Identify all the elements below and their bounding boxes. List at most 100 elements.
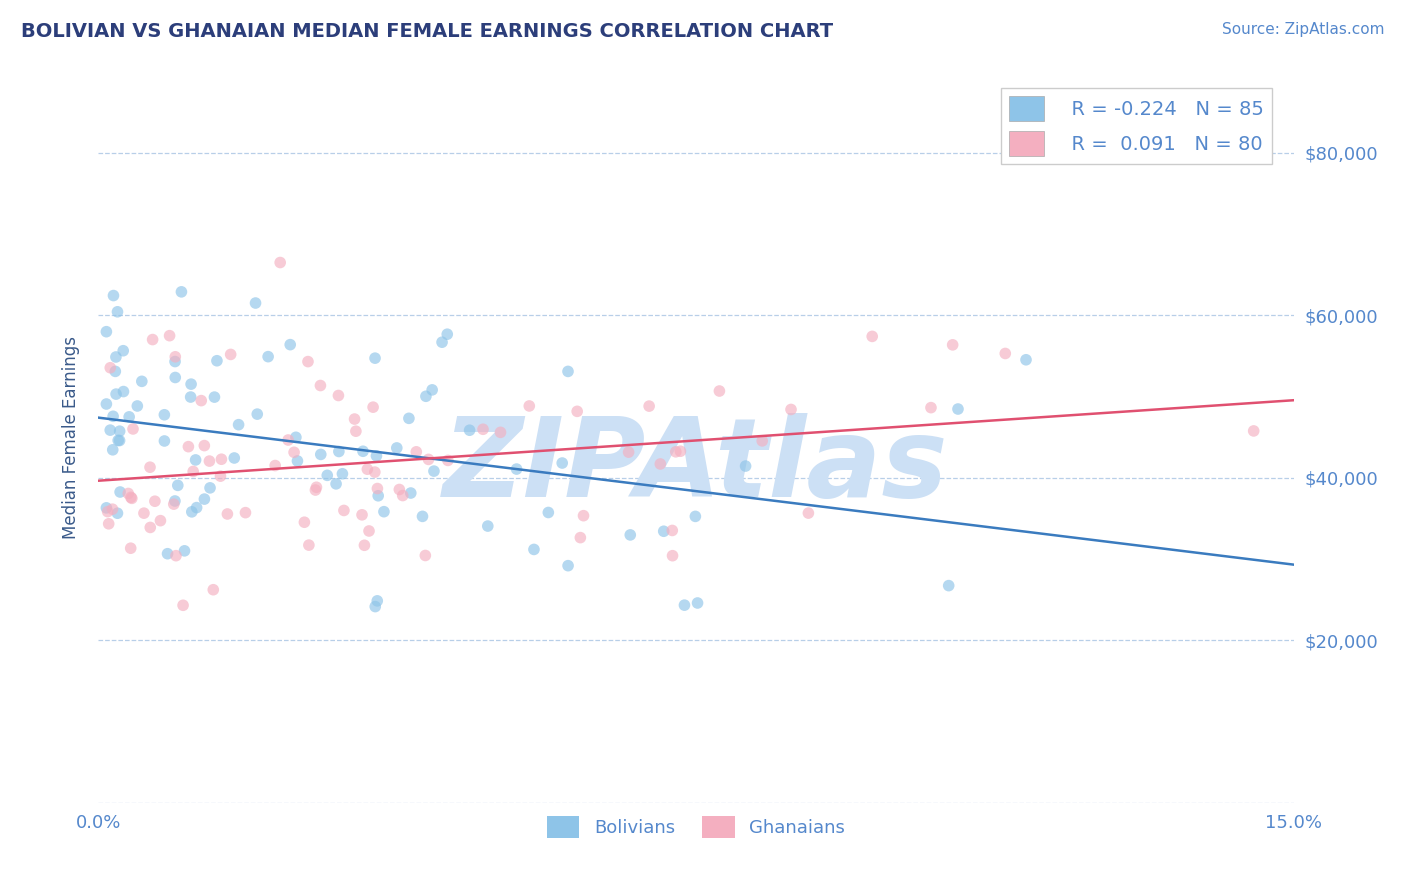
Point [333,503,356,517]
Point [385,441,408,455]
Point [436,327,458,342]
Point [180,505,202,519]
Point [278,337,301,351]
Point [132,506,155,520]
Point [98,423,121,437]
Point [685,509,707,524]
Point [163,354,186,368]
Point [388,483,411,497]
Point [350,508,373,522]
Point [373,505,395,519]
Point [344,424,367,438]
Point [209,452,232,467]
Point [173,544,195,558]
Point [780,402,803,417]
Point [418,452,440,467]
Point [297,354,319,368]
Point [398,411,420,425]
Point [228,417,250,432]
Point [202,582,225,597]
Point [156,547,179,561]
Text: ZIPAtlas: ZIPAtlas [443,413,949,520]
Point [367,489,389,503]
Point [332,467,354,481]
Point [204,390,226,404]
Point [557,364,579,378]
Point [219,347,242,361]
Text: Source: ZipAtlas.com: Source: ZipAtlas.com [1222,22,1385,37]
Point [357,524,380,538]
Point [186,500,208,515]
Point [352,444,374,458]
Point [652,524,675,539]
Point [551,456,574,470]
Point [298,538,321,552]
Point [97,516,120,531]
Point [181,465,204,479]
Point [638,399,661,413]
Point [143,494,166,508]
Point [257,350,280,364]
Point [205,353,228,368]
Point [673,598,696,612]
Point [343,412,366,426]
Point [1015,352,1038,367]
Point [101,442,124,457]
Point [665,445,688,459]
Point [198,454,221,468]
Point [142,333,165,347]
Point [104,364,127,378]
Point [245,296,267,310]
Point [209,469,232,483]
Point [101,409,124,424]
Point [120,541,142,556]
Point [184,453,207,467]
Point [177,440,200,454]
Point [572,508,595,523]
Point [415,389,437,403]
Point [364,351,387,366]
Point [305,480,328,494]
Point [131,375,153,389]
Point [287,454,309,468]
Point [325,476,347,491]
Point [537,506,560,520]
Point [994,346,1017,360]
Point [557,558,579,573]
Y-axis label: Median Female Earnings: Median Female Earnings [62,335,80,539]
Point [107,434,129,448]
Text: BOLIVIAN VS GHANAIAN MEDIAN FEMALE EARNINGS CORRELATION CHART: BOLIVIAN VS GHANAIAN MEDIAN FEMALE EARNI… [21,22,834,41]
Point [420,383,443,397]
Point [661,549,683,563]
Point [153,434,176,448]
Point [165,350,187,364]
Point [946,402,969,417]
Point [734,459,756,474]
Point [489,425,512,440]
Point [472,422,495,436]
Legend: Bolivians, Ghanaians: Bolivians, Ghanaians [540,808,852,845]
Point [180,390,202,404]
Point [617,445,640,459]
Point [328,444,350,458]
Point [709,384,731,398]
Point [112,384,135,399]
Point [101,502,124,516]
Point [105,387,128,401]
Point [567,404,589,418]
Point [107,305,129,319]
Point [159,328,181,343]
Point [860,329,883,343]
Point [938,579,960,593]
Point [569,531,592,545]
Point [149,514,172,528]
Point [316,468,339,483]
Point [193,492,215,507]
Point [269,255,291,269]
Point [96,500,118,515]
Point [309,447,332,461]
Point [437,453,460,467]
Point [309,378,332,392]
Point [328,388,350,402]
Point [246,407,269,421]
